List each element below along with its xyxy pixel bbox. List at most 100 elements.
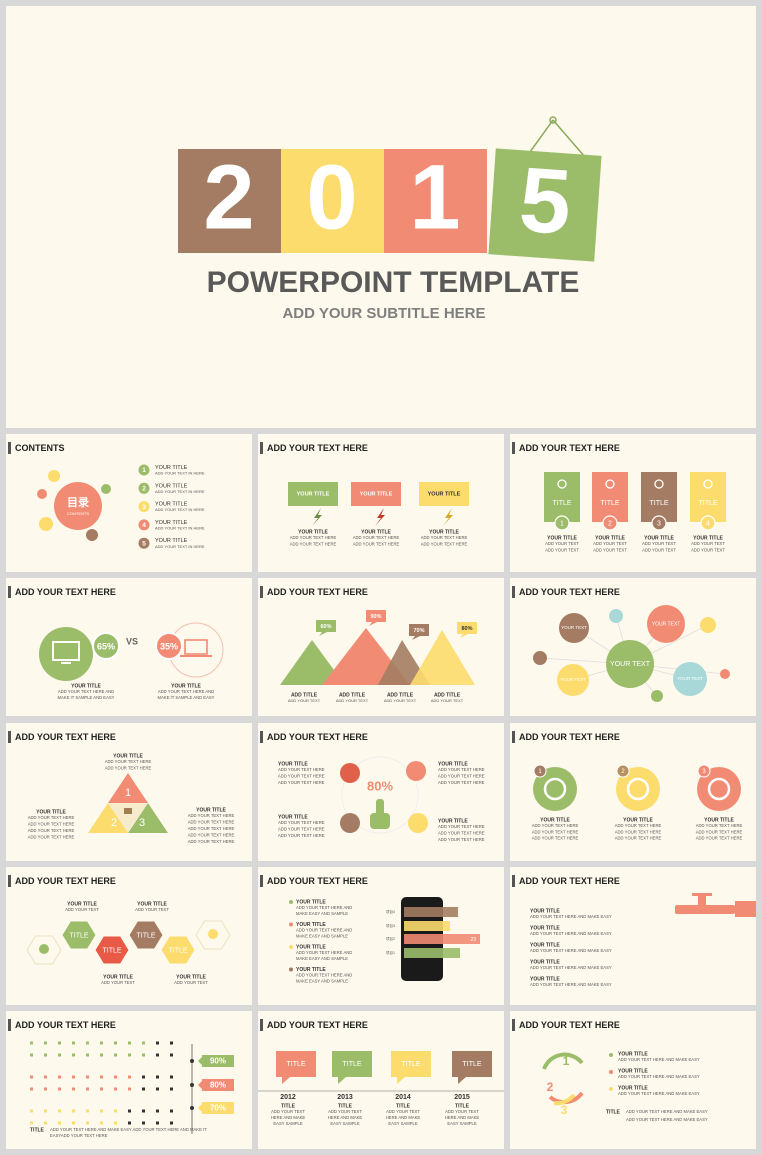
slide-heading: ADD YOUR TEXT HERE [15,1020,116,1030]
slide-heading: ADD YOUR TEXT HERE [267,1020,368,1030]
dot [128,1087,131,1091]
block-line: ADD YOUR TEXT HERE [290,535,337,540]
faucet [675,905,735,914]
dot [114,1109,117,1113]
text: ADD YOUR TEXT [174,980,208,985]
block-line: ADD YOUR TEXT HERE AND [296,928,352,933]
block-line: ADD YOUR TEXT HERE [188,833,235,838]
text: ADD YOUR TEXT HERE AND MAKE EASY [626,1109,708,1114]
shape [338,1077,346,1084]
badge-icon [39,944,49,954]
heading-bar [8,1019,11,1031]
block-title: YOUR TITLE [429,529,459,535]
faucet [692,893,712,896]
dot [100,1041,103,1045]
text: 3 [702,769,706,775]
text: ADD YOUR TEXT HERE AND MAKE EASY [618,1057,700,1062]
block-line: ADD YOUR TEXT HERE [278,774,325,779]
block-title: YOUR TITLE [296,922,326,928]
dot [44,1087,47,1091]
text: 3 [139,817,145,829]
slide-heading: ADD YOUR TEXT HERE [267,876,368,886]
hand [370,813,390,829]
block-title: YOUR TITLE [438,761,468,767]
block-line: ADD YOUR TEXT HERE AND [58,689,114,694]
tag-dot [190,1083,194,1087]
dot [86,1041,89,1045]
text: YOUR TITLE [155,465,188,471]
text: ADD TITLE [434,692,461,698]
dot [44,1121,47,1125]
dot [86,1053,89,1057]
block-line: ADD YOUR TEXT HERE [421,542,468,547]
dot [86,1109,89,1113]
digit: 0 [306,146,357,248]
block-line: ADD YOUR TEXT HERE [278,827,325,832]
text: YOUR TITLE [137,901,167,907]
text: TITLE [342,1061,361,1068]
text: YOUR TITLE [155,538,188,544]
dot [86,529,98,541]
text: YOUR TEXT [560,677,586,682]
block-title: YOUR TITLE [595,535,625,541]
block-line: HERE AND MAKE [445,1115,480,1120]
title-box [419,482,469,506]
block-line: ADD YOUR TEXT HERE [28,822,75,827]
text: ADD YOUR TEXT [384,698,417,703]
dot [142,1109,145,1113]
text: TITLE [462,1061,481,1068]
pct-circle [155,632,183,660]
shape [198,1104,202,1112]
block-line: EASY SAMPLE [447,1121,476,1126]
heading-bar [512,875,515,887]
text: 项目1 [386,950,395,955]
block-line: ADD YOUR TEXT HERE [278,780,325,785]
block-title: YOUR TITLE [171,683,201,689]
text: 项目2 [386,936,395,941]
badge [54,482,102,530]
block-title: YOUR TITLE [623,817,653,823]
block-line: EASY SAMPLE [330,1121,359,1126]
block-title: YOUR TITLE [547,535,577,541]
slide: ADD YOUR TEXT HERE 90% 80% 70% TITLE ADD YOUR… [6,1011,252,1149]
text: 5 [142,540,146,547]
digit-tile-group: 5 [488,148,602,262]
block-title: YOUR TITLE [298,529,328,535]
block-title: TITLE [455,1103,470,1109]
dot [58,1121,61,1125]
text: ADD YOUR TEXT HERE AND MAKE EASY [530,948,612,953]
text: 项目4 [386,909,395,914]
block-line: ADD YOUR TEXT [642,541,676,546]
block-line: ADD YOUR TEXT [593,541,627,546]
block-line: HERE AND MAKE [328,1115,363,1120]
block-line: HERE AND MAKE [386,1115,421,1120]
text: 目录 [67,496,89,509]
number-dot [602,515,618,531]
block-line: ADD YOUR TEXT HERE [188,839,235,844]
block-line: ADD YOUR TEXT HERE [188,813,235,818]
block-line: ADD YOUR TEXT HERE AND [296,950,352,955]
dot [30,1121,33,1125]
block-line: ADD YOUR TEXT HERE [438,824,485,829]
dot [48,470,60,482]
text: 3 [657,520,661,527]
dot [170,1053,173,1057]
text: TITLE [600,500,619,507]
block-line: ADD YOUR TEXT HERE [105,759,152,764]
dot [58,1109,61,1113]
block-line: ADD YOUR TEXT HERE [278,820,325,825]
ring [341,756,419,834]
faucet [735,901,756,917]
text: ADD YOUR TEXT [101,980,135,985]
block-line: ADD YOUR TEXT HERE [421,535,468,540]
text: YOUR TITLE [618,1051,648,1057]
dot [156,1121,159,1125]
text: 3 [561,1103,568,1117]
monitor [52,641,80,661]
